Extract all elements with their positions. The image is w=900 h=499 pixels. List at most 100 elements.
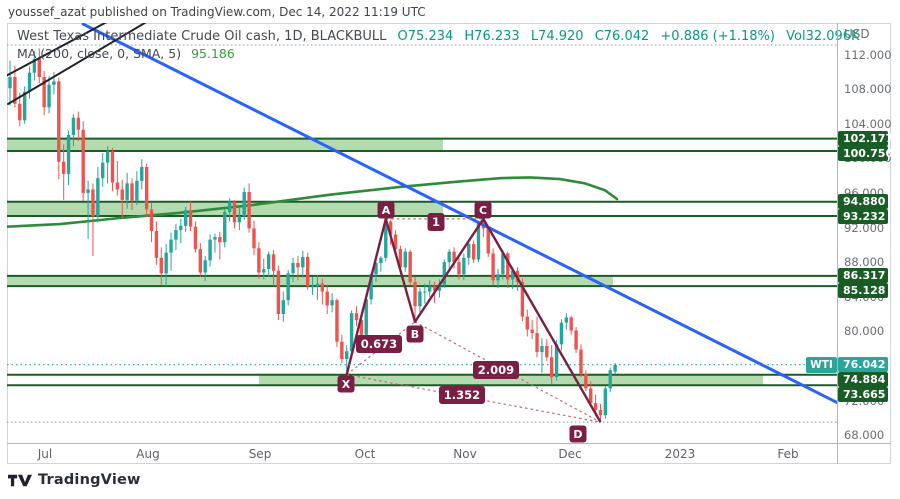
candlestick bbox=[589, 381, 593, 407]
candle-body bbox=[47, 84, 51, 108]
candle-body bbox=[32, 58, 37, 73]
price-tick-label: 112.000 bbox=[844, 47, 892, 62]
candlestick bbox=[247, 183, 251, 233]
price-tick-label: 80.000 bbox=[844, 324, 885, 339]
candle-body bbox=[408, 251, 412, 283]
candle-body bbox=[437, 284, 442, 291]
pattern-point-label-text: C bbox=[479, 204, 487, 217]
candlestick bbox=[559, 319, 564, 351]
candlestick bbox=[496, 269, 500, 289]
candle-body bbox=[291, 262, 295, 274]
pattern-ratio-label: 1 bbox=[427, 213, 445, 231]
candlestick bbox=[135, 171, 139, 206]
candlestick bbox=[535, 316, 539, 358]
candlestick bbox=[598, 403, 603, 423]
candlestick bbox=[301, 250, 305, 278]
candle-body bbox=[579, 349, 583, 374]
candle-body bbox=[164, 252, 168, 274]
candlestick bbox=[325, 284, 329, 315]
candlestick bbox=[27, 66, 32, 99]
candle-body bbox=[427, 286, 432, 292]
candlestick bbox=[154, 221, 159, 265]
ma-200-line bbox=[7, 176, 619, 228]
candle-body bbox=[310, 286, 315, 288]
price-badge: 85.128 bbox=[838, 283, 888, 299]
candlestick bbox=[110, 147, 115, 192]
price-axis[interactable]: USD 112.000108.000104.000100.00096.00092… bbox=[838, 23, 893, 443]
candle-body bbox=[66, 134, 71, 174]
xabcd-pattern-line bbox=[345, 217, 602, 423]
pattern-point-label-X: X bbox=[337, 375, 355, 393]
candle-body bbox=[37, 58, 41, 78]
candlestick bbox=[237, 207, 242, 231]
candle-body bbox=[554, 344, 559, 378]
candle-body bbox=[13, 77, 17, 104]
candlestick bbox=[530, 320, 534, 340]
pattern-point-label-box bbox=[474, 201, 492, 219]
candle-body bbox=[57, 81, 61, 162]
candlestick bbox=[403, 248, 407, 272]
symbol-title[interactable]: West Texas Intermediate Crude Oil cash, … bbox=[17, 29, 387, 44]
xabcd-ratio-line bbox=[346, 373, 601, 423]
candlestick bbox=[574, 326, 578, 353]
candle-body bbox=[403, 251, 407, 268]
candle-body bbox=[379, 257, 383, 263]
price-badge: 94.880 bbox=[838, 194, 888, 210]
candle-body bbox=[510, 270, 515, 280]
candle-body bbox=[262, 269, 266, 273]
candle-body bbox=[252, 228, 256, 249]
tradingview-footer[interactable]: TradingView bbox=[8, 472, 141, 488]
pattern-ratio-label: 0.673 bbox=[356, 335, 402, 353]
candle-body bbox=[349, 313, 354, 352]
candlestick bbox=[76, 111, 81, 142]
candle-body bbox=[125, 183, 129, 200]
candle-body bbox=[140, 166, 144, 181]
candle-body bbox=[120, 189, 124, 200]
pattern-point-label-text: X bbox=[342, 378, 351, 391]
candle-body bbox=[218, 237, 222, 243]
candle-body bbox=[110, 151, 115, 183]
candle-body bbox=[227, 201, 232, 212]
candlestick bbox=[471, 240, 476, 263]
candlestick bbox=[603, 385, 608, 419]
candle-body bbox=[271, 254, 276, 271]
candle-body bbox=[549, 357, 554, 378]
candle-body bbox=[423, 291, 427, 293]
candlestick bbox=[8, 60, 12, 106]
candlestick bbox=[96, 166, 100, 223]
pattern-ratio-label-text: 1.352 bbox=[444, 388, 480, 402]
time-axis[interactable]: Jul Aug Sep Oct Nov Dec 2023 Feb bbox=[7, 444, 891, 464]
candle-body bbox=[325, 291, 329, 306]
ohlc-low: L74.920 bbox=[530, 29, 584, 44]
pattern-ratio-label-text: 1 bbox=[432, 215, 440, 229]
pattern-point-label-D: D bbox=[569, 425, 587, 443]
channel-line-2 bbox=[7, 23, 147, 105]
candlestick bbox=[276, 265, 281, 321]
pattern-ratio-label: 2.009 bbox=[473, 361, 519, 379]
candlestick bbox=[198, 243, 203, 277]
candle-body bbox=[359, 320, 364, 335]
candlestick bbox=[218, 231, 222, 260]
candlestick bbox=[86, 180, 90, 239]
tradingview-logo-icon bbox=[8, 474, 32, 486]
candle-body bbox=[115, 182, 120, 190]
candle-body bbox=[42, 77, 46, 108]
chart-plot-area[interactable]: X A B C D 0.673 1 2.009 1.352 bbox=[7, 23, 837, 443]
candlestick bbox=[71, 114, 76, 147]
candlestick bbox=[57, 77, 61, 180]
ma-indicator-label[interactable]: MA (200, close, 0, SMA, 5) bbox=[17, 46, 182, 61]
pattern-point-label-text: D bbox=[573, 428, 582, 441]
candlestick bbox=[174, 224, 178, 251]
candlestick bbox=[262, 258, 266, 280]
candlestick bbox=[286, 269, 290, 306]
time-axis-label: Dec bbox=[558, 447, 582, 461]
candle-body bbox=[154, 230, 159, 258]
pattern-point-label-C: C bbox=[474, 201, 492, 219]
pattern-ratio-label: 1.352 bbox=[439, 386, 485, 404]
candle-body bbox=[559, 322, 564, 345]
candle-body bbox=[213, 237, 217, 240]
candle-body bbox=[496, 274, 500, 281]
candlestick bbox=[491, 248, 495, 286]
candlestick bbox=[266, 251, 271, 277]
pattern-point-label-A: A bbox=[377, 201, 395, 219]
